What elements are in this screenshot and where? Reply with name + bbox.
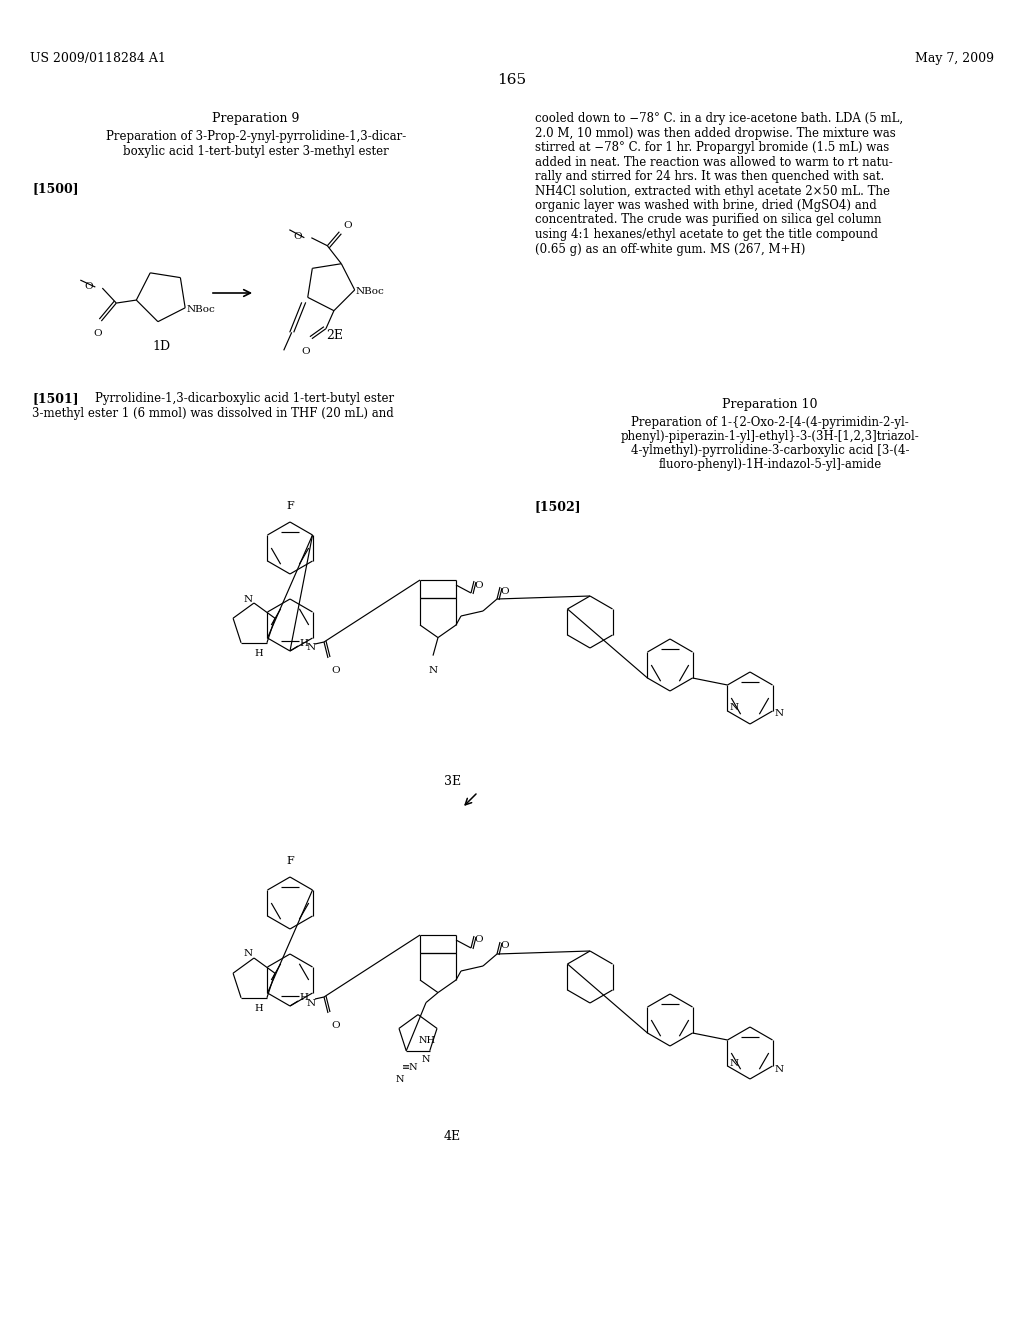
Text: Preparation 10: Preparation 10	[722, 399, 818, 411]
Text: added in neat. The reaction was allowed to warm to rt natu-: added in neat. The reaction was allowed …	[535, 156, 893, 169]
Text: N: N	[244, 594, 253, 603]
Text: N: N	[428, 665, 437, 675]
Text: NBoc: NBoc	[186, 305, 215, 314]
Text: H: H	[255, 649, 263, 657]
Text: concentrated. The crude was purified on silica gel column: concentrated. The crude was purified on …	[535, 214, 882, 227]
Text: fluoro-phenyl)-1H-indazol-5-yl]-amide: fluoro-phenyl)-1H-indazol-5-yl]-amide	[658, 458, 882, 471]
Text: Preparation of 1-{2-Oxo-2-[4-(4-pyrimidin-2-yl-: Preparation of 1-{2-Oxo-2-[4-(4-pyrimidi…	[631, 416, 909, 429]
Text: O: O	[84, 281, 92, 290]
Text: 2.0 M, 10 mmol) was then added dropwise. The mixture was: 2.0 M, 10 mmol) was then added dropwise.…	[535, 127, 896, 140]
Text: O: O	[474, 581, 482, 590]
Text: O: O	[474, 936, 482, 945]
Text: 3-methyl ester 1 (6 mmol) was dissolved in THF (20 mL) and: 3-methyl ester 1 (6 mmol) was dissolved …	[32, 407, 394, 420]
Text: 4-ylmethyl)-pyrrolidine-3-carboxylic acid [3-(4-: 4-ylmethyl)-pyrrolidine-3-carboxylic aci…	[631, 444, 909, 457]
Text: O: O	[343, 222, 352, 230]
Text: [1500]: [1500]	[32, 182, 79, 195]
Text: 3E: 3E	[444, 775, 461, 788]
Text: N: N	[395, 1074, 404, 1084]
Text: O: O	[331, 1020, 340, 1030]
Text: [1501]: [1501]	[32, 392, 79, 405]
Text: cooled down to −78° C. in a dry ice-acetone bath. LDA (5 mL,: cooled down to −78° C. in a dry ice-acet…	[535, 112, 903, 125]
Text: phenyl)-piperazin-1-yl]-ethyl}-3-(3H-[1,2,3]triazol-: phenyl)-piperazin-1-yl]-ethyl}-3-(3H-[1,…	[621, 430, 920, 444]
Text: N: N	[774, 1064, 783, 1073]
Text: (0.65 g) as an off-white gum. MS (267, M+H): (0.65 g) as an off-white gum. MS (267, M…	[535, 243, 805, 256]
Text: [1502]: [1502]	[535, 500, 582, 513]
Text: F: F	[286, 502, 294, 511]
Text: 1D: 1D	[153, 341, 171, 352]
Text: 4E: 4E	[444, 1130, 461, 1143]
Text: N: N	[244, 949, 253, 958]
Text: N: N	[307, 998, 316, 1007]
Text: O: O	[93, 329, 101, 338]
Text: O: O	[500, 941, 509, 950]
Text: Preparation of 3-Prop-2-ynyl-pyrrolidine-1,3-dicar-: Preparation of 3-Prop-2-ynyl-pyrrolidine…	[105, 129, 407, 143]
Text: F: F	[286, 855, 294, 866]
Text: rally and stirred for 24 hrs. It was then quenched with sat.: rally and stirred for 24 hrs. It was the…	[535, 170, 885, 183]
Text: boxylic acid 1-tert-butyl ester 3-methyl ester: boxylic acid 1-tert-butyl ester 3-methyl…	[123, 145, 389, 158]
Text: N: N	[307, 644, 316, 652]
Text: Preparation 9: Preparation 9	[212, 112, 300, 125]
Text: N: N	[729, 1059, 738, 1068]
Text: H: H	[255, 1003, 263, 1012]
Text: Pyrrolidine-1,3-dicarboxylic acid 1-tert-butyl ester: Pyrrolidine-1,3-dicarboxylic acid 1-tert…	[95, 392, 394, 405]
Text: N: N	[774, 710, 783, 718]
Text: 165: 165	[498, 73, 526, 87]
Text: N: N	[729, 704, 738, 713]
Text: NH: NH	[419, 1036, 435, 1045]
Text: O: O	[500, 586, 509, 595]
Text: May 7, 2009: May 7, 2009	[915, 51, 994, 65]
Text: NBoc: NBoc	[355, 288, 384, 297]
Text: H: H	[299, 994, 308, 1002]
Text: stirred at −78° C. for 1 hr. Propargyl bromide (1.5 mL) was: stirred at −78° C. for 1 hr. Propargyl b…	[535, 141, 889, 154]
Text: NH4Cl solution, extracted with ethyl acetate 2×50 mL. The: NH4Cl solution, extracted with ethyl ace…	[535, 185, 890, 198]
Text: 2E: 2E	[327, 329, 343, 342]
Text: O: O	[331, 667, 340, 675]
Text: US 2009/0118284 A1: US 2009/0118284 A1	[30, 51, 166, 65]
Text: O: O	[293, 232, 302, 242]
Text: H: H	[299, 639, 308, 648]
Text: N: N	[422, 1055, 430, 1064]
Text: ≡N: ≡N	[401, 1063, 419, 1072]
Text: O: O	[302, 347, 310, 355]
Text: organic layer was washed with brine, dried (MgSO4) and: organic layer was washed with brine, dri…	[535, 199, 877, 213]
Text: using 4:1 hexanes/ethyl acetate to get the title compound: using 4:1 hexanes/ethyl acetate to get t…	[535, 228, 878, 242]
